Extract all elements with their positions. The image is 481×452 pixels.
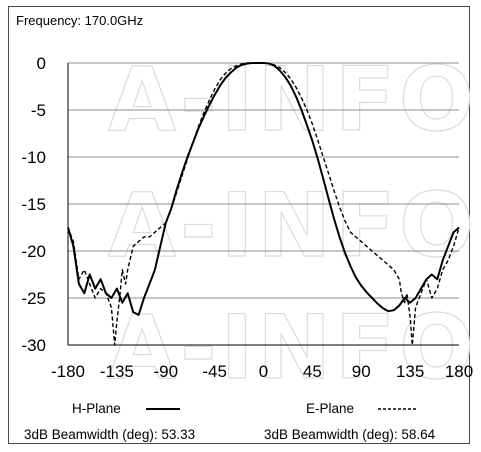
grid-lines [68,62,459,299]
axes [67,63,459,346]
chart-title: Frequency: 170.0GHz [16,13,144,28]
y-tick-label: 0 [37,54,46,73]
beamwidth-e-plane: 3dB Beamwidth (deg): 58.64 [264,427,436,442]
y-tick-label: -25 [21,289,46,308]
beamwidth-h-plane: 3dB Beamwidth (deg): 53.33 [24,427,196,442]
series-line-e-plane [67,62,460,346]
x-tick-label: 90 [352,362,371,381]
x-tick-label: 45 [303,362,322,381]
legend-label-e-plane: E-Plane [306,401,355,416]
series-lines [67,62,460,346]
y-tick-label: -15 [21,195,46,214]
x-tick-label: -180 [51,362,85,381]
watermark-text-1: A-INFO [108,174,478,277]
x-tick-label: -90 [153,362,178,381]
y-tick-label: -5 [31,101,46,120]
y-tick-label: -10 [21,148,46,167]
legend-label-h-plane: H-Plane [72,401,121,416]
y-tick-label: -20 [21,242,46,261]
x-tick-label: -135 [100,362,134,381]
watermark-text-2: A-INFO [108,296,478,399]
series-line-h-plane [67,62,460,316]
x-tick-label: 180 [445,362,473,381]
x-tick-label: -45 [202,362,227,381]
watermark-text-0: A-INFO [108,48,478,151]
watermark-logo: A-INFO A-INFO A-INFO [107,47,478,399]
y-tick-labels: 0 -5 -10 -15 -20 -25 -30 [21,54,46,355]
x-tick-labels: -180 -135 -90 -45 0 45 90 135 180 [51,362,473,381]
x-tick-label: 135 [396,362,424,381]
chart-frame [8,6,470,444]
y-tick-label: -30 [21,336,46,355]
x-tick-label: 0 [259,362,268,381]
